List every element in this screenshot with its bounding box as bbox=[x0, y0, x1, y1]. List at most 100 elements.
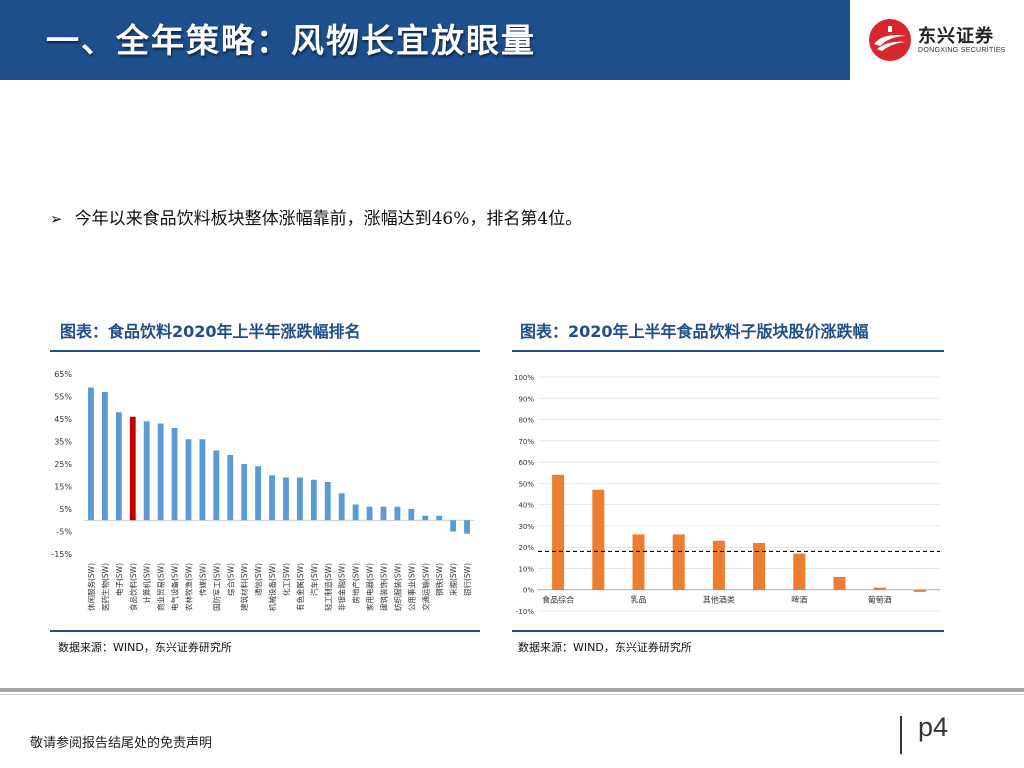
x-category-label: 其他酒类 bbox=[703, 595, 735, 605]
x-category-label: 有色金属(SW) bbox=[295, 563, 305, 611]
bar bbox=[115, 412, 122, 521]
y-tick-label: 70% bbox=[518, 438, 534, 446]
bar bbox=[408, 509, 415, 521]
bar bbox=[129, 416, 136, 521]
y-tick-label: 90% bbox=[518, 395, 534, 403]
x-category-label: 葡萄酒 bbox=[868, 595, 892, 605]
x-category-label: 国防军工(SW) bbox=[211, 563, 221, 611]
bar bbox=[672, 534, 685, 590]
x-category-label: 银行(SW) bbox=[462, 563, 472, 596]
bar bbox=[88, 387, 94, 521]
bar bbox=[185, 439, 192, 521]
bar bbox=[157, 423, 164, 521]
x-category-label: 电子(SW) bbox=[114, 563, 124, 596]
y-tick-label: 0% bbox=[523, 587, 534, 595]
x-category-label: 房地产(SW) bbox=[351, 563, 361, 604]
bar bbox=[592, 489, 605, 590]
y-tick-label: 65% bbox=[54, 370, 72, 379]
x-category-label: 轻工制造(SW) bbox=[323, 563, 333, 611]
y-tick-label: 20% bbox=[518, 544, 534, 552]
x-category-label: 计算机(SW) bbox=[142, 563, 152, 604]
footer-divider-thin bbox=[0, 694, 1024, 695]
bullet-point: ➢ 今年以来食品饮料板块整体涨幅靠前，涨幅达到46%，排名第4位。 bbox=[50, 204, 582, 229]
logo-name-cn: 东兴证券 bbox=[918, 26, 994, 47]
x-category-label: 电气设备(SW) bbox=[170, 563, 180, 611]
right-chart-source: 数据来源：WIND，东兴证券研究所 bbox=[518, 641, 692, 654]
y-tick-label: -5% bbox=[56, 528, 72, 537]
x-category-label: 交通运输(SW) bbox=[420, 563, 430, 611]
bar bbox=[394, 506, 401, 521]
page-number: p4 bbox=[918, 712, 949, 742]
x-category-label: 非银金融(SW) bbox=[337, 563, 347, 611]
bar bbox=[380, 506, 387, 521]
bar bbox=[873, 587, 886, 590]
x-category-label: 公用事业(SW) bbox=[406, 563, 416, 611]
left-chart-title-rule bbox=[50, 350, 480, 352]
bar bbox=[753, 542, 766, 590]
y-tick-label: 15% bbox=[54, 483, 72, 492]
left-chart-source: 数据来源：WIND，东兴证券研究所 bbox=[58, 641, 232, 654]
bar bbox=[552, 474, 565, 590]
y-tick-label: 10% bbox=[518, 565, 534, 573]
bar bbox=[241, 464, 248, 521]
bar bbox=[436, 515, 443, 521]
y-tick-label: 30% bbox=[518, 523, 534, 531]
bar bbox=[793, 553, 806, 590]
bar bbox=[310, 479, 317, 521]
bar bbox=[352, 504, 359, 521]
x-category-label: 家用电器(SW) bbox=[365, 563, 375, 611]
page-number-separator bbox=[900, 716, 902, 754]
y-tick-label: 25% bbox=[54, 460, 72, 469]
left-chart-bottom-rule bbox=[50, 630, 480, 632]
y-tick-label: 35% bbox=[54, 438, 72, 447]
x-category-label: 医药生物(SW) bbox=[100, 563, 110, 611]
x-category-label: 商业贸易(SW) bbox=[156, 563, 166, 611]
bar bbox=[422, 515, 429, 521]
bar bbox=[171, 428, 178, 521]
y-tick-label: -10% bbox=[516, 608, 534, 616]
bar bbox=[632, 534, 645, 590]
bar bbox=[296, 477, 303, 521]
x-category-label: 纺织服装(SW) bbox=[392, 563, 402, 611]
x-category-label: 综合(SW) bbox=[225, 563, 235, 596]
y-tick-label: 5% bbox=[59, 505, 72, 514]
bar bbox=[255, 466, 262, 521]
x-category-label: 钢铁(SW) bbox=[434, 563, 444, 596]
bar bbox=[913, 589, 926, 592]
x-category-label: 机械设备(SW) bbox=[267, 563, 277, 611]
header-bar: 一、全年策略：风物长宜放眼量 bbox=[0, 0, 850, 80]
x-category-label: 通信(SW) bbox=[253, 563, 263, 596]
x-category-label: 啤酒 bbox=[791, 595, 807, 605]
bar bbox=[227, 455, 234, 521]
logo-name-en: DONGXING SECURITIES bbox=[918, 47, 1006, 54]
right-bar-chart: 100% 90% 80% 70% 60% 50% 40% 30% 20% 10% 0% -10% 食品综… bbox=[514, 374, 940, 616]
left-bar-chart: 65% 55% 45% 35% 25% 15% 5% -5% -15% 休闲服务(SW) 医药生物(… bbox=[51, 370, 474, 611]
bar bbox=[269, 475, 275, 521]
y-tick-label: 45% bbox=[54, 415, 72, 424]
bar bbox=[464, 520, 470, 534]
right-chart-bottom-rule bbox=[512, 630, 944, 632]
x-category-label: 食品饮料(SW) bbox=[128, 563, 138, 611]
logo: 东兴证券 DONGXING SECURITIES bbox=[850, 0, 1024, 80]
bar bbox=[366, 506, 373, 521]
x-category-label: 农林牧渔(SW) bbox=[183, 563, 193, 611]
x-category-label: 建筑装饰(SW) bbox=[378, 563, 388, 611]
page-title: 一、全年策略：风物长宜放眼量 bbox=[46, 21, 536, 60]
bar bbox=[324, 482, 331, 521]
y-tick-label: 100% bbox=[514, 374, 534, 382]
bar bbox=[213, 450, 220, 521]
bar bbox=[712, 540, 725, 590]
y-tick-label: 40% bbox=[518, 502, 534, 510]
x-category-label: 建筑材料(SW) bbox=[239, 563, 249, 611]
footer-divider bbox=[0, 688, 1024, 692]
x-category-label: 传媒(SW) bbox=[197, 563, 207, 596]
y-tick-label: 50% bbox=[518, 480, 534, 488]
y-tick-label: 60% bbox=[518, 459, 534, 467]
disclaimer-text: 敬请参阅报告结尾处的免责声明 bbox=[30, 736, 213, 751]
left-chart-title: 图表：食品饮料2020年上半年涨跌幅排名 bbox=[60, 322, 361, 341]
bar bbox=[199, 439, 206, 521]
bar bbox=[338, 493, 345, 521]
right-chart-title: 图表：2020年上半年食品饮料子版块股价涨跌幅 bbox=[520, 322, 869, 341]
right-chart-title-rule bbox=[512, 350, 944, 352]
x-category-label: 化工(SW) bbox=[281, 563, 291, 596]
